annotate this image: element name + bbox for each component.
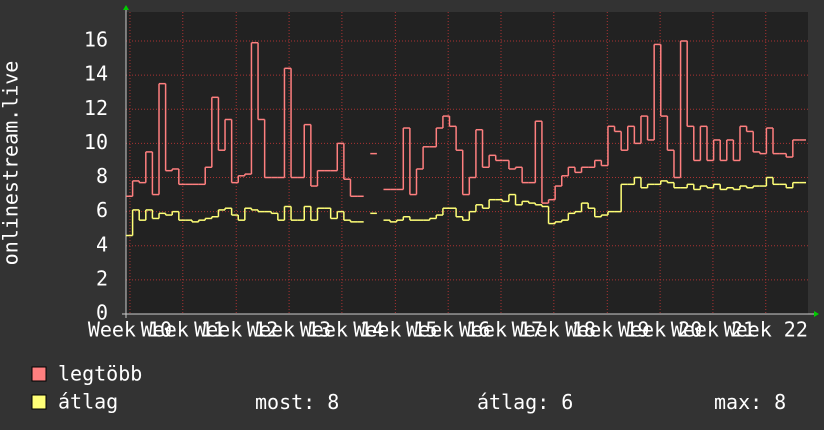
x-tick-label: Week 18 bbox=[512, 318, 596, 342]
y-tick-label: 14 bbox=[84, 62, 108, 86]
stat-label: max: bbox=[714, 390, 762, 414]
stat: max: 8 bbox=[714, 390, 786, 414]
x-tick-label: Week 15 bbox=[353, 318, 437, 342]
x-tick-label: Week 20 bbox=[618, 318, 702, 342]
legend-label: legtöbb bbox=[58, 362, 142, 386]
x-tick-label: Week 19 bbox=[565, 318, 649, 342]
legend-swatch bbox=[31, 366, 47, 382]
y-tick-label: 2 bbox=[96, 266, 108, 290]
legend-label: átlag bbox=[58, 390, 118, 414]
y-tick-label: 0 bbox=[96, 301, 108, 325]
y-tick-label: 6 bbox=[96, 198, 108, 222]
x-tick-label: Week 17 bbox=[459, 318, 543, 342]
stat-value: 8 bbox=[327, 390, 339, 414]
x-tick-label: Week 21 bbox=[671, 318, 755, 342]
stat-value: 6 bbox=[561, 390, 573, 414]
y-tick-label: 16 bbox=[84, 28, 108, 52]
stat: most: 8 bbox=[255, 390, 339, 414]
x-tick-label: Week 22 bbox=[724, 318, 808, 342]
x-tick-label: Week 14 bbox=[300, 318, 384, 342]
x-tick-label: Week 11 bbox=[141, 318, 225, 342]
legend-swatch bbox=[31, 394, 47, 410]
y-tick-label: 10 bbox=[84, 130, 108, 154]
y-tick-label: 12 bbox=[84, 96, 108, 120]
x-tick-label: Week 13 bbox=[247, 318, 331, 342]
x-tick-label: Week 12 bbox=[194, 318, 278, 342]
x-tick-label: Week 16 bbox=[406, 318, 490, 342]
plot-area bbox=[126, 12, 808, 314]
stat-label: most: bbox=[255, 390, 315, 414]
arrow bbox=[814, 311, 819, 317]
stat: átlag: 6 bbox=[477, 390, 573, 414]
arrow bbox=[123, 5, 129, 10]
stat-value: 8 bbox=[774, 390, 786, 414]
stat-label: átlag: bbox=[477, 390, 549, 414]
x-tick-label: Week 10 bbox=[88, 318, 172, 342]
y-tick-label: 4 bbox=[96, 232, 108, 256]
y-tick-label: 8 bbox=[96, 164, 108, 188]
y-axis-label: onlinestream.live bbox=[0, 61, 23, 266]
